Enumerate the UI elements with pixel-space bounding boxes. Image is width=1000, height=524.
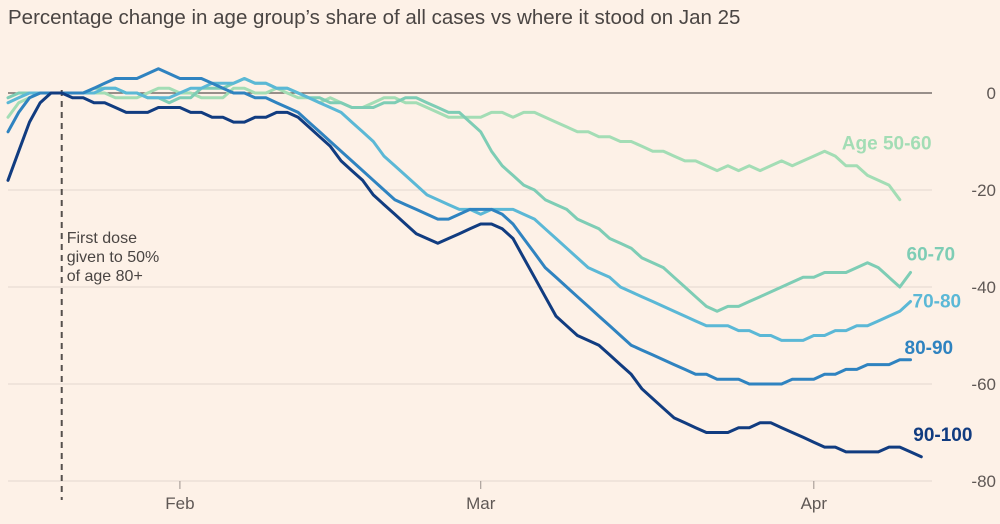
annotation-line-2: given to 50% [67,249,160,266]
series-label-age-50-60: Age 50-60 [842,134,932,155]
x-axis: Feb Mar Apr [165,481,827,513]
series-line-age-50-60 [6,86,902,202]
first-dose-annotation: First dose given to 50% of age 80+ [67,230,164,285]
y-tick-label: -80 [971,472,996,491]
series-line-90-100 [6,91,923,459]
annotation-line-3: of age 80+ [67,268,143,285]
annotation-layer: First dose given to 50% of age 80+ [60,90,164,500]
series-line-70-80 [6,77,912,342]
series-line-80-90 [6,67,912,386]
series-label-80-90: 80-90 [905,338,954,359]
annotation-line-1: First dose [67,230,137,247]
y-tick-label: -60 [971,375,996,394]
series-label-90-100: 90-100 [913,425,972,446]
series-labels: Age 50-60 60-70 70-80 80-90 90-100 [842,134,973,446]
series-label-70-80: 70-80 [913,292,962,313]
series-label-60-70: 60-70 [907,244,956,265]
y-tick-label: -40 [971,278,996,297]
chart-title: Percentage change in age group’s share o… [8,6,741,29]
series-layer [6,67,923,459]
grid-layer [8,92,932,482]
x-tick-label-apr: Apr [801,494,828,513]
x-tick-label-feb: Feb [165,494,194,513]
x-tick-label-mar: Mar [466,494,496,513]
y-tick-label: -20 [971,181,996,200]
y-axis: 0 -20 -40 -60 -80 [971,84,996,491]
y-tick-label: 0 [987,84,996,103]
